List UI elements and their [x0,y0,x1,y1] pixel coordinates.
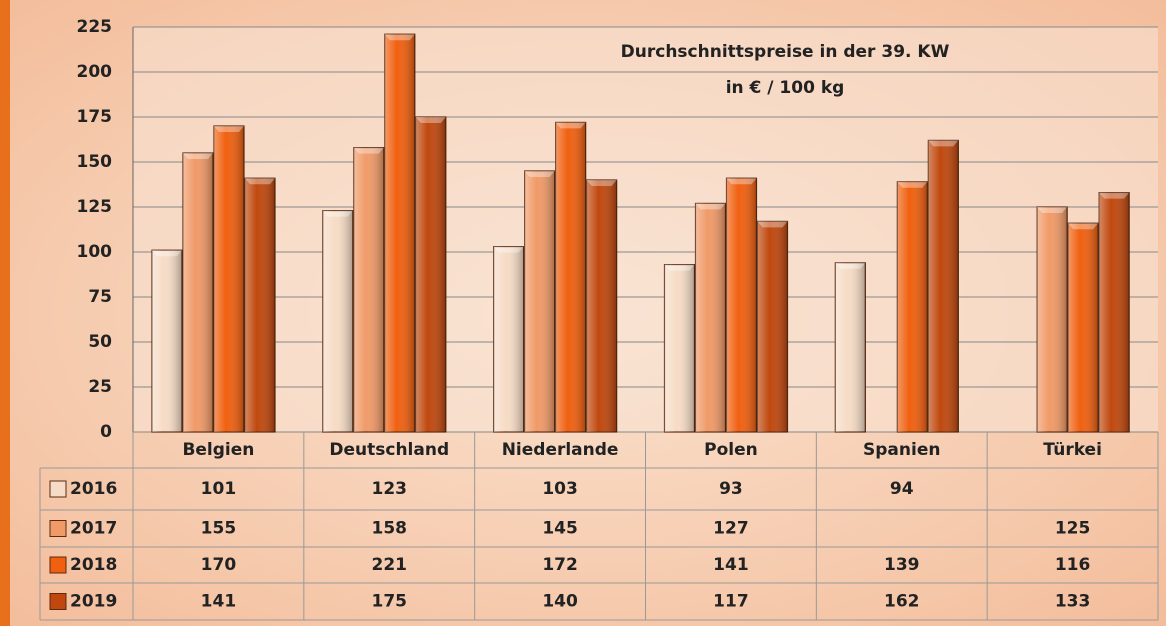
legend-label: 2018 [70,555,117,575]
bar-bevel [353,147,384,154]
y-tick-label: 75 [88,287,112,307]
chart-subtitle: in € / 100 kg [726,78,845,98]
bar-shade [555,122,586,433]
y-tick-label: 100 [77,242,113,262]
bar-shade [353,147,384,432]
bar-shade [322,210,353,432]
table-value: 127 [713,519,749,539]
y-tick-label: 200 [77,62,113,82]
bar-bevel [897,181,928,188]
bar-bevel [493,246,524,253]
bar-bevel [664,264,695,271]
bar-shade [524,171,555,432]
y-tick-label: 25 [88,377,112,397]
table-value: 141 [713,555,749,575]
table-value: 139 [884,555,920,575]
bar-shade [835,262,866,432]
bar-shade [695,203,726,432]
table-value: 93 [719,479,743,499]
bar-shade [726,178,757,432]
table-value: 101 [201,479,237,499]
side-strip [0,0,10,626]
x-tick-label: Deutschland [329,440,449,460]
bar-shade [152,250,182,432]
bar-bevel [322,210,353,217]
table-value: 155 [201,519,237,539]
bar-shade [493,246,524,432]
bar-bevel [245,178,275,185]
bar-shade [245,178,275,432]
bar-shade [1068,223,1099,432]
bar-bevel [183,153,213,159]
table-value: 117 [713,592,749,612]
y-tick-label: 175 [77,107,113,127]
legend-label: 2017 [70,519,117,539]
bar-shade [928,140,959,432]
table-value: 133 [1055,592,1091,612]
table-value: 141 [201,592,237,612]
bar-bevel [757,221,788,228]
table-value: 140 [542,592,578,612]
bar-shade [415,117,446,432]
bar-shade [1099,192,1130,432]
table-value: 116 [1055,555,1091,575]
bar-bevel [1099,192,1130,199]
y-tick-label: 150 [77,152,113,172]
bar-bevel [928,140,959,147]
bar-shade [757,221,788,432]
bar-shade [664,264,695,432]
table-value: 162 [884,592,920,612]
bar-bevel [214,126,244,132]
legend-label: 2019 [70,592,117,612]
bar-bevel [835,262,866,269]
bar-shade [1037,207,1068,432]
bar-bevel [415,117,446,123]
x-tick-label: Niederlande [502,440,619,460]
legend-swatch [49,520,67,537]
bar-bevel [726,178,757,185]
table-value: 172 [542,555,578,575]
y-tick-label: 0 [100,422,112,442]
bar-shade [183,153,213,432]
bar-bevel [1037,207,1068,213]
bar-bevel [524,171,555,177]
bar-bevel [384,34,415,41]
bar-bevel [695,203,726,210]
y-tick-label: 225 [77,17,113,37]
bar-bevel [152,250,182,257]
bar-shade [214,126,244,432]
x-tick-label: Polen [704,440,758,460]
chart-title: Durchschnittspreise in der 39. KW [621,42,950,62]
y-tick-label: 125 [77,197,113,217]
bar-bevel [1068,223,1099,230]
x-tick-label: Spanien [863,440,940,460]
table-value: 123 [372,479,408,499]
table-value: 170 [201,555,237,575]
table-value: 158 [372,519,408,539]
plot-area [133,27,1158,432]
legend-label: 2016 [70,479,117,499]
table-value: 125 [1055,519,1091,539]
x-tick-label: Türkei [1043,440,1102,460]
table-value: 175 [372,592,408,612]
legend-swatch [49,480,67,498]
table-value: 103 [542,479,578,499]
bar-bevel [555,122,586,129]
y-tick-label: 50 [88,332,112,352]
bar-shade [384,34,415,432]
legend-swatch [49,556,67,574]
legend-swatch [49,593,67,610]
bar-shade [586,180,617,432]
table-value: 94 [890,479,914,499]
x-tick-label: Belgien [182,440,254,460]
table-value: 145 [542,519,578,539]
bar-bevel [586,180,617,186]
table-value: 221 [372,555,408,575]
bar-shade [897,181,928,432]
